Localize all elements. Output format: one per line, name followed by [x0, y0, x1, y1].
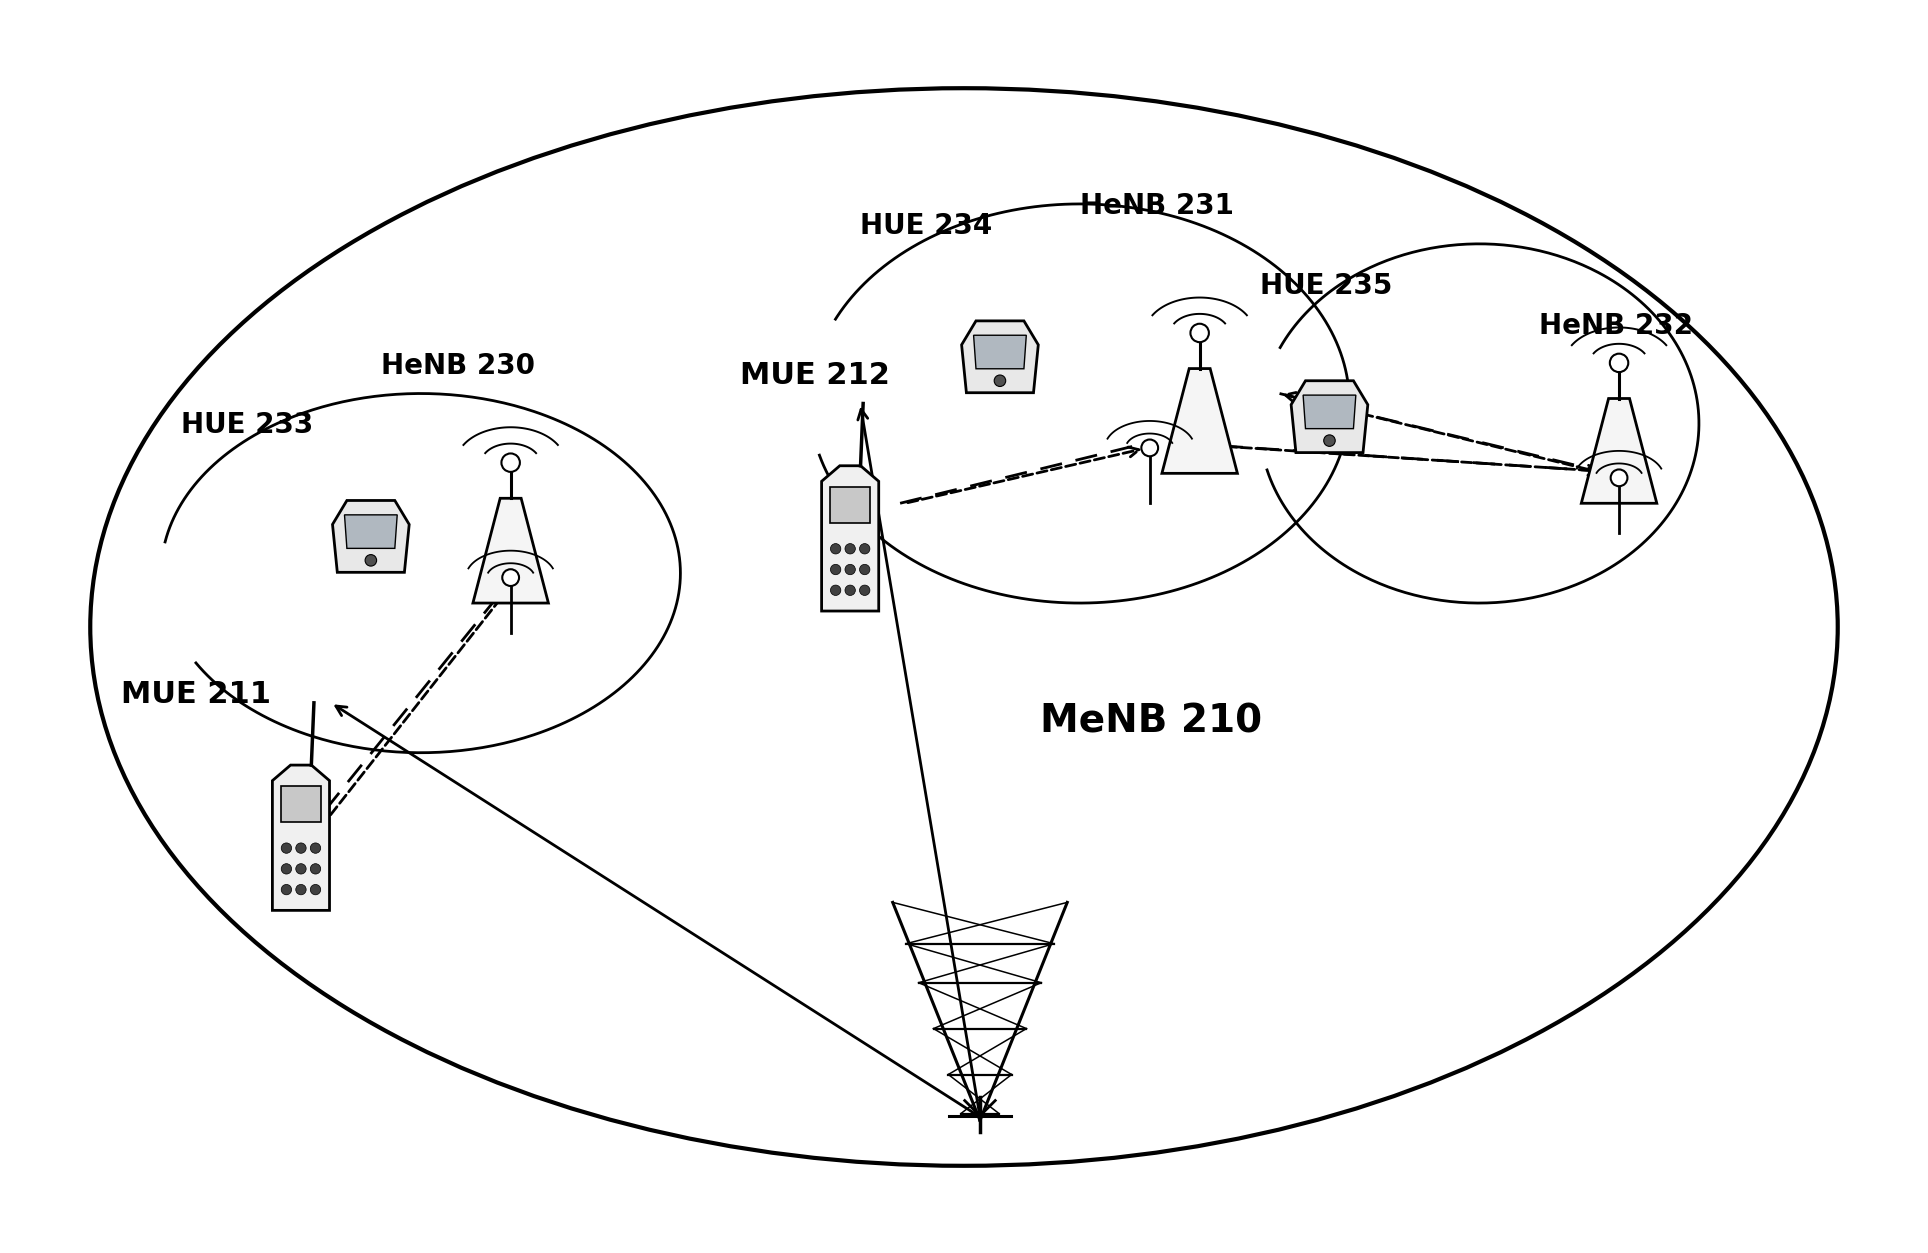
Circle shape [310, 843, 320, 853]
Polygon shape [345, 515, 397, 549]
Circle shape [295, 843, 307, 853]
Circle shape [501, 454, 521, 472]
Circle shape [860, 585, 870, 595]
Circle shape [831, 544, 841, 554]
Circle shape [1325, 435, 1336, 446]
Circle shape [295, 885, 307, 895]
Polygon shape [1581, 398, 1656, 504]
Polygon shape [272, 766, 330, 911]
Text: HeNB 232: HeNB 232 [1539, 312, 1693, 340]
Circle shape [281, 843, 291, 853]
Polygon shape [472, 499, 548, 603]
Circle shape [860, 544, 870, 554]
Text: HUE 233: HUE 233 [181, 411, 314, 440]
Polygon shape [332, 500, 409, 573]
Text: HUE 234: HUE 234 [860, 212, 993, 239]
Text: MeNB 210: MeNB 210 [1039, 703, 1263, 741]
Text: HeNB 230: HeNB 230 [382, 352, 534, 380]
Polygon shape [821, 466, 879, 611]
Circle shape [831, 585, 841, 595]
Circle shape [503, 569, 519, 586]
Circle shape [860, 564, 870, 575]
Circle shape [844, 564, 856, 575]
Polygon shape [974, 336, 1026, 368]
Circle shape [310, 885, 320, 895]
Circle shape [1610, 353, 1629, 372]
Circle shape [831, 564, 841, 575]
Polygon shape [962, 321, 1039, 392]
Circle shape [1141, 440, 1159, 456]
Circle shape [1190, 323, 1209, 342]
Polygon shape [1292, 381, 1367, 452]
Circle shape [844, 585, 856, 595]
Text: MUE 211: MUE 211 [121, 680, 272, 709]
Circle shape [1610, 470, 1627, 486]
Circle shape [281, 863, 291, 875]
Circle shape [295, 863, 307, 875]
Circle shape [364, 555, 376, 566]
Polygon shape [831, 486, 870, 523]
Text: HeNB 231: HeNB 231 [1080, 192, 1234, 221]
Polygon shape [1163, 368, 1238, 474]
Circle shape [281, 885, 291, 895]
Circle shape [995, 375, 1006, 386]
Circle shape [844, 544, 856, 554]
Text: MUE 212: MUE 212 [740, 361, 891, 390]
Text: HUE 235: HUE 235 [1259, 272, 1392, 299]
Polygon shape [1303, 395, 1355, 429]
Polygon shape [281, 786, 320, 822]
Circle shape [310, 863, 320, 875]
